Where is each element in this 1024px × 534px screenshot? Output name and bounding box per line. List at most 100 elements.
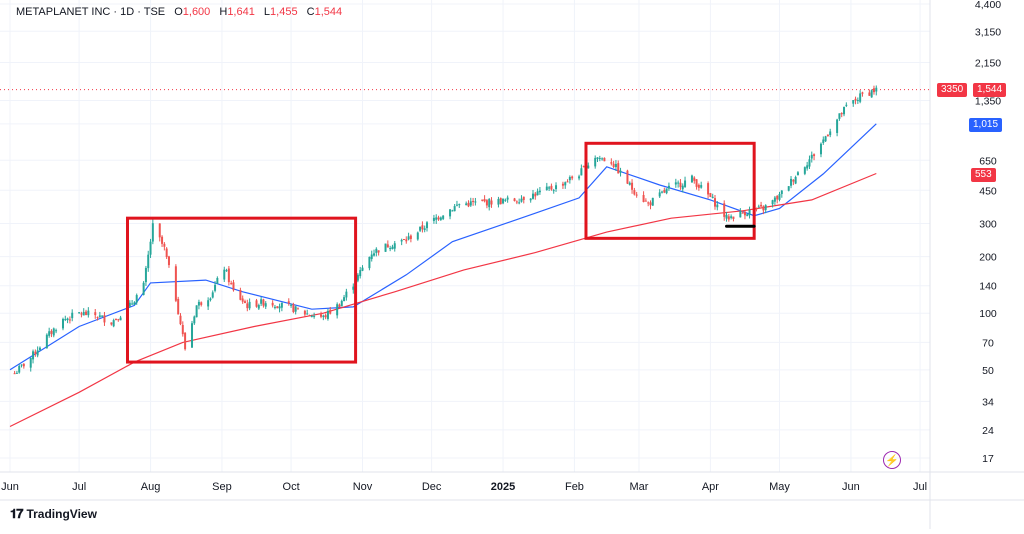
candle-body	[792, 179, 795, 182]
candle-body	[806, 165, 809, 169]
candle-body	[651, 197, 654, 206]
candle-body	[184, 332, 187, 350]
time-tick-label: Jun	[842, 481, 860, 493]
red-ma-line	[9, 172, 877, 428]
candle-body	[732, 216, 735, 219]
candle-body	[449, 209, 452, 217]
low-value: 1,455	[270, 6, 298, 18]
candle-body	[313, 315, 316, 317]
price-axis: 4,4003,1502,1501,3501,015650450300200140…	[975, 0, 1001, 465]
candle-body	[22, 363, 25, 367]
candle-body	[18, 366, 21, 373]
price-tick-label: 100	[979, 308, 997, 320]
candle-body	[151, 223, 154, 242]
candle-body	[195, 305, 198, 318]
candle-body	[684, 180, 687, 187]
candle-body	[117, 319, 120, 321]
candle-body	[755, 207, 758, 210]
candle-body	[214, 284, 217, 291]
candle-body	[571, 176, 574, 179]
lightning-icon[interactable]: ⚡	[883, 451, 901, 469]
candle-body	[419, 226, 422, 231]
candle-body	[693, 177, 696, 181]
candle-body	[628, 182, 631, 185]
candle-body	[191, 323, 194, 348]
price-tick-label: 650	[979, 155, 997, 167]
candle-body	[384, 243, 387, 252]
candle-body	[227, 268, 230, 283]
candle-body	[119, 317, 122, 321]
candle-body	[780, 190, 783, 195]
candle-body	[707, 183, 710, 195]
candle-body	[193, 316, 196, 324]
candle-body	[649, 202, 652, 206]
candle-body	[861, 92, 864, 94]
candle-body	[158, 223, 161, 238]
symbol-legend: METAPLANET INC · 1D · TSE O1,600 H1,641 …	[16, 6, 342, 18]
candle-body	[71, 312, 74, 319]
time-tick-label: Sep	[212, 481, 232, 493]
candle-body	[697, 184, 700, 188]
candle-body	[552, 190, 555, 192]
price-tick-label: 200	[979, 252, 997, 264]
candle-body	[324, 315, 327, 318]
candle-body	[631, 182, 634, 190]
candle-body	[690, 175, 693, 183]
candle-body	[760, 204, 763, 207]
candle-body	[273, 306, 276, 308]
candle-body	[255, 300, 258, 307]
candle-body	[531, 193, 534, 199]
candle-body	[103, 315, 106, 323]
candle-body	[64, 319, 67, 321]
candle-body	[453, 206, 456, 212]
candle-body	[803, 167, 806, 174]
candle-body	[714, 198, 716, 207]
candle-body	[262, 299, 265, 306]
candle-body	[405, 239, 408, 242]
candle-body	[278, 306, 281, 309]
time-tick-label: Aug	[141, 481, 161, 493]
candle-body	[61, 318, 64, 329]
candle-body	[147, 254, 150, 269]
candle-body	[824, 136, 827, 142]
candle-body	[161, 236, 164, 244]
candle-body	[739, 211, 742, 218]
candle-body	[241, 298, 244, 302]
candle-body	[561, 183, 564, 186]
candle-body	[826, 134, 829, 137]
candle-body	[515, 201, 518, 203]
candle-body	[725, 214, 728, 219]
candle-body	[778, 194, 781, 200]
candle-body	[142, 282, 145, 295]
candle-body	[174, 266, 177, 301]
candle-body	[310, 316, 313, 318]
candle-body	[276, 306, 279, 309]
last-price-badge: 1,544	[973, 83, 1007, 97]
candle-body	[292, 304, 295, 312]
candle-body	[822, 139, 825, 143]
candle-body	[467, 202, 470, 207]
candle-body	[764, 205, 767, 210]
candle-body	[695, 179, 698, 187]
candle-body	[133, 302, 136, 305]
candle-body	[465, 203, 468, 206]
candle-body	[677, 182, 680, 184]
candle-body	[257, 305, 260, 309]
tradingview-logo[interactable]: 𝟏𝟕 TradingView	[10, 506, 97, 522]
candle-body	[513, 198, 516, 202]
candle-body	[181, 324, 184, 335]
candle-body	[338, 304, 341, 308]
candle-body	[149, 241, 152, 255]
candle-body	[85, 311, 88, 315]
candle-body	[36, 350, 39, 356]
candle-body	[320, 314, 323, 317]
candle-body	[303, 310, 306, 315]
time-tick-label: Jul	[72, 481, 86, 493]
candle-body	[545, 186, 548, 191]
candle-body	[776, 195, 779, 200]
candle-body	[538, 190, 541, 193]
candle-body	[82, 311, 85, 316]
candle-body	[658, 192, 661, 197]
